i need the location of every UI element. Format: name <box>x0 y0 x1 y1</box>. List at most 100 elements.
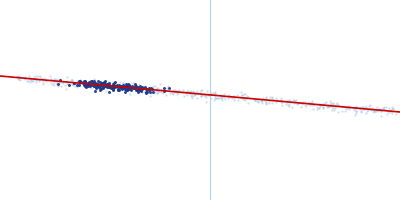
Point <box>125 86 132 89</box>
Point <box>110 88 116 91</box>
Point <box>325 104 331 107</box>
Point <box>108 86 114 89</box>
Point <box>327 99 334 102</box>
Point <box>92 89 98 92</box>
Point <box>123 82 129 85</box>
Point <box>65 82 71 85</box>
Point <box>153 87 160 90</box>
Point <box>126 85 132 88</box>
Point <box>372 109 379 113</box>
Point <box>363 111 370 114</box>
Point <box>136 88 143 91</box>
Point <box>373 108 380 111</box>
Point <box>212 93 218 97</box>
Point <box>133 86 140 89</box>
Point <box>129 85 136 88</box>
Point <box>205 92 211 96</box>
Point <box>154 91 160 94</box>
Point <box>158 90 164 93</box>
Point <box>105 83 112 87</box>
Point <box>320 105 326 108</box>
Point <box>328 103 334 106</box>
Point <box>82 80 88 83</box>
Point <box>353 110 360 113</box>
Point <box>163 93 170 97</box>
Point <box>110 87 116 90</box>
Point <box>308 101 314 104</box>
Point <box>252 99 259 102</box>
Point <box>50 82 56 85</box>
Point <box>63 87 69 90</box>
Point <box>355 106 361 110</box>
Point <box>318 102 324 105</box>
Point <box>316 106 322 109</box>
Point <box>150 91 157 94</box>
Point <box>81 79 87 82</box>
Point <box>342 109 348 112</box>
Point <box>350 106 356 109</box>
Point <box>76 83 82 86</box>
Point <box>94 83 101 86</box>
Point <box>216 97 222 100</box>
Point <box>344 105 351 108</box>
Point <box>87 84 94 87</box>
Point <box>85 85 91 88</box>
Point <box>191 91 198 94</box>
Point <box>311 104 317 107</box>
Point <box>190 89 196 93</box>
Point <box>285 98 292 102</box>
Point <box>302 101 308 104</box>
Point <box>242 92 248 95</box>
Point <box>263 103 269 106</box>
Point <box>75 80 82 84</box>
Point <box>134 88 140 91</box>
Point <box>358 110 365 114</box>
Point <box>38 76 44 79</box>
Point <box>119 88 125 91</box>
Point <box>320 103 326 106</box>
Point <box>53 79 60 82</box>
Point <box>252 98 258 102</box>
Point <box>241 97 247 100</box>
Point <box>123 84 129 88</box>
Point <box>328 102 334 105</box>
Point <box>108 87 114 90</box>
Point <box>194 96 200 99</box>
Point <box>117 80 124 83</box>
Point <box>28 79 34 82</box>
Point <box>262 100 269 103</box>
Point <box>120 85 126 88</box>
Point <box>94 85 100 88</box>
Point <box>86 83 92 86</box>
Point <box>54 79 60 83</box>
Point <box>132 85 138 88</box>
Point <box>93 82 100 85</box>
Point <box>14 76 21 79</box>
Point <box>125 84 132 87</box>
Point <box>122 90 128 93</box>
Point <box>371 109 377 112</box>
Point <box>184 94 190 97</box>
Point <box>82 85 89 89</box>
Point <box>22 76 29 79</box>
Point <box>138 89 144 92</box>
Point <box>352 106 358 109</box>
Point <box>90 78 97 81</box>
Point <box>378 114 384 117</box>
Point <box>238 94 245 97</box>
Point <box>34 74 41 78</box>
Point <box>330 106 336 109</box>
Point <box>119 84 125 88</box>
Point <box>198 94 204 97</box>
Point <box>39 77 46 80</box>
Point <box>99 81 105 84</box>
Point <box>132 85 139 89</box>
Point <box>81 83 87 86</box>
Point <box>107 85 114 88</box>
Point <box>131 85 137 88</box>
Point <box>212 97 218 100</box>
Point <box>265 100 272 103</box>
Point <box>116 84 123 87</box>
Point <box>142 91 149 94</box>
Point <box>124 84 130 87</box>
